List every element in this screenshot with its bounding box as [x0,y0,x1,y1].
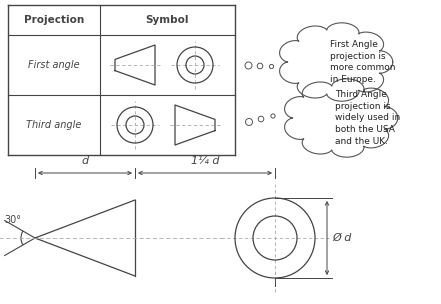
Text: 30°: 30° [4,215,22,225]
Text: Symbol: Symbol [146,15,189,25]
Polygon shape [284,79,398,157]
Polygon shape [280,23,393,101]
Circle shape [258,116,264,122]
Text: d: d [82,156,89,166]
Circle shape [245,62,252,69]
Text: Third angle: Third angle [26,120,82,130]
Text: 1¼ d: 1¼ d [191,156,219,166]
Circle shape [246,119,253,126]
Text: Third Angle
projection is
widely used in
both the USA
and the UK.: Third Angle projection is widely used in… [335,90,400,146]
Text: First Angle
projection is
more common
in Europe.: First Angle projection is more common in… [330,40,395,84]
Circle shape [257,63,263,69]
Text: First angle: First angle [28,60,80,70]
Circle shape [271,114,275,118]
Circle shape [269,64,273,69]
Text: Ø d: Ø d [332,233,351,243]
Text: Projection: Projection [24,15,84,25]
